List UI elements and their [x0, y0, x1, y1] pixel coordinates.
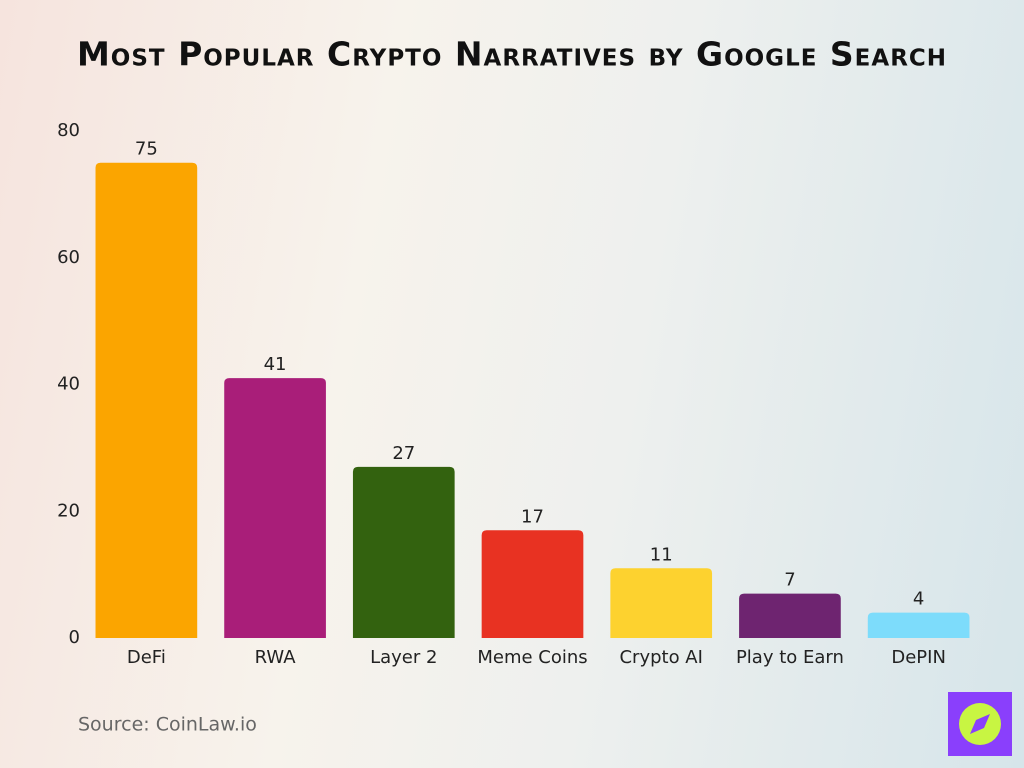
x-tick-label: Layer 2 — [370, 647, 437, 668]
x-tick-label: DeFi — [127, 647, 166, 668]
bar — [610, 568, 713, 638]
bar — [481, 530, 584, 638]
x-tick-label: DePIN — [891, 647, 946, 668]
value-label: 4 — [913, 589, 924, 610]
x-tick-label: RWA — [255, 647, 297, 668]
y-tick-label: 20 — [57, 500, 80, 521]
value-label: 75 — [135, 139, 158, 160]
value-label: 17 — [521, 506, 544, 527]
bar — [867, 612, 970, 638]
y-tick-label: 40 — [57, 374, 80, 395]
bar — [739, 593, 841, 638]
value-label: 41 — [264, 354, 287, 375]
value-label: 27 — [392, 443, 415, 464]
y-tick-label: 60 — [57, 247, 80, 268]
bar — [224, 378, 326, 638]
x-tick-label: Play to Earn — [736, 647, 844, 668]
bar — [352, 466, 455, 638]
chart-title: Most Popular Crypto Narratives by Google… — [77, 35, 947, 74]
logo — [948, 692, 1012, 756]
y-tick-label: 0 — [69, 627, 80, 648]
x-tick-label: Crypto AI — [619, 647, 702, 668]
source: Source: CoinLaw.io — [78, 714, 257, 736]
value-label: 7 — [784, 570, 795, 591]
logo-compass — [970, 714, 990, 734]
bar — [95, 162, 198, 638]
y-tick-label: 80 — [57, 120, 80, 141]
value-label: 11 — [650, 544, 673, 565]
x-tick-label: Meme Coins — [477, 647, 587, 668]
